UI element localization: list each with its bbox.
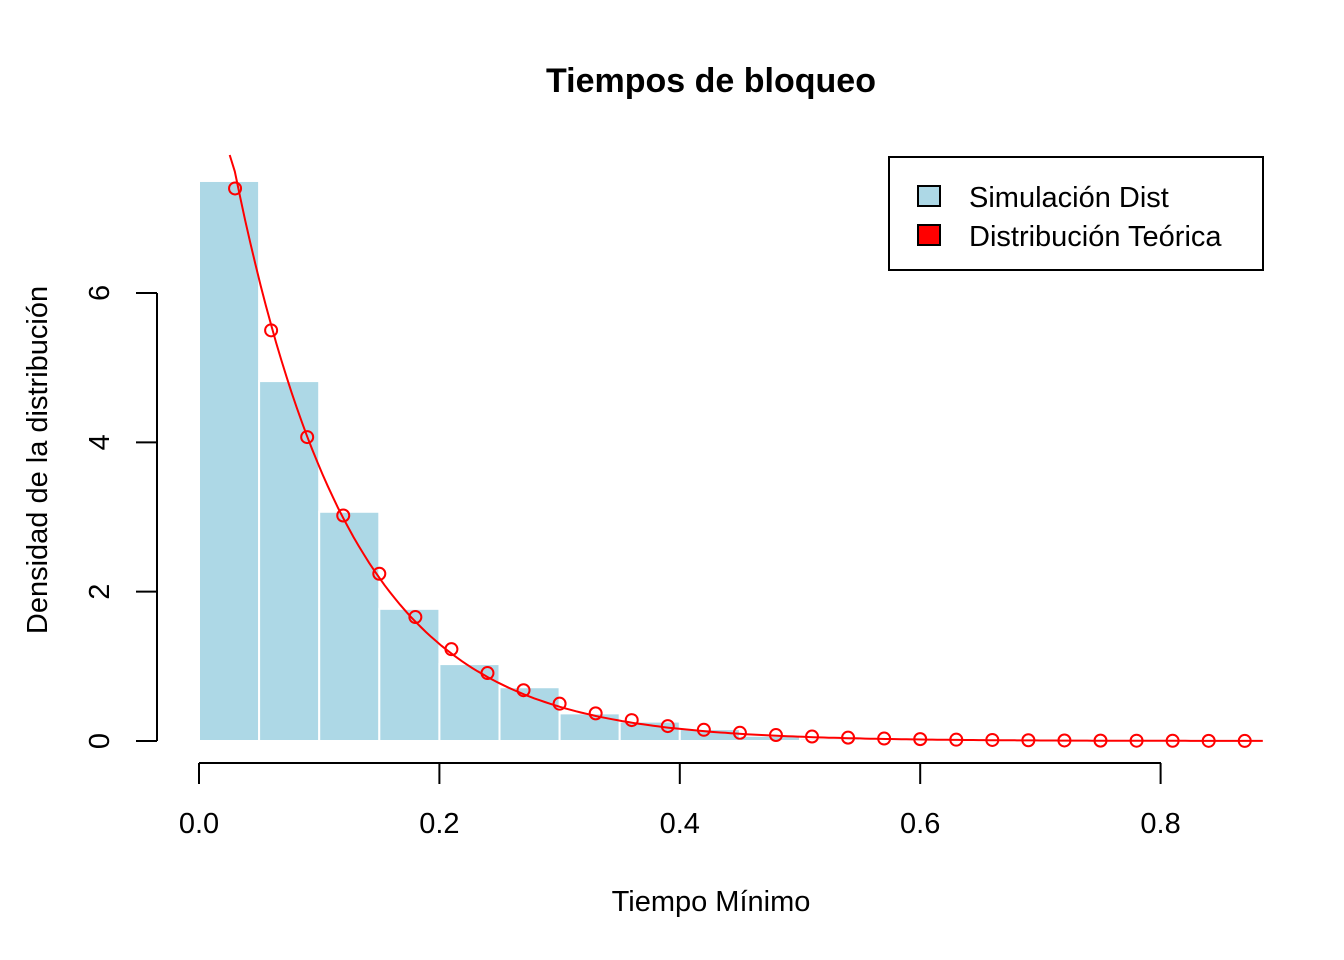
legend-label-theoretical: Distribución Teórica	[969, 221, 1222, 253]
y-tick-label: 0	[84, 733, 116, 749]
theoretical-point	[1165, 733, 1180, 748]
legend-swatch-theoretical	[917, 224, 941, 246]
theoretical-point	[516, 683, 531, 698]
theoretical-point	[1057, 733, 1072, 748]
histogram-bar	[799, 737, 862, 742]
y-axis: 0 2 4 6	[84, 285, 158, 749]
theoretical-point	[1201, 733, 1216, 748]
theoretical-point	[949, 732, 964, 747]
x-tick-label: 0.0	[179, 808, 219, 840]
theoretical-point	[372, 566, 387, 581]
theoretical-point	[877, 731, 892, 746]
theoretical-point	[228, 181, 243, 196]
x-axis-title: Tiempo Mínimo	[612, 886, 811, 918]
theoretical-point	[1237, 733, 1252, 748]
theoretical-point	[552, 696, 567, 711]
legend-box	[888, 156, 1264, 271]
histogram-bars	[198, 179, 862, 743]
theoretical-point	[624, 713, 639, 728]
x-tick-label: 0.2	[419, 808, 459, 840]
theoretical-point	[660, 719, 675, 734]
chart-title: Tiempos de bloqueo	[546, 62, 876, 100]
theoretical-point	[805, 729, 820, 744]
x-tick-label: 0.8	[1140, 808, 1180, 840]
y-tick-label: 6	[84, 285, 116, 301]
theoretical-point	[913, 732, 928, 747]
histogram-bar	[198, 179, 261, 743]
x-tick-label: 0.6	[900, 808, 940, 840]
theoretical-point	[588, 706, 603, 721]
theoretical-point	[1129, 733, 1144, 748]
theoretical-point	[264, 323, 279, 338]
y-tick-label: 2	[84, 584, 116, 600]
theoretical-point	[480, 666, 495, 681]
y-axis-title: Densidad de la distribución	[22, 286, 54, 634]
theoretical-point	[696, 722, 711, 737]
theoretical-point	[1093, 733, 1108, 748]
histogram-bar	[558, 712, 621, 742]
theoretical-point	[732, 725, 747, 740]
legend-label-simulation: Simulación Dist	[969, 182, 1169, 214]
theoretical-point	[768, 728, 783, 743]
theoretical-points	[228, 181, 1252, 748]
histogram-bar	[498, 686, 561, 743]
legend: Simulación Dist Distribución Teórica	[888, 156, 1264, 271]
theoretical-point	[408, 610, 423, 625]
theoretical-point	[985, 732, 1000, 747]
y-tick-label: 4	[84, 434, 116, 450]
x-axis: 0.0 0.2 0.4 0.6 0.8	[179, 762, 1181, 840]
histogram-bar	[318, 510, 381, 742]
x-tick-label: 0.4	[660, 808, 700, 840]
histogram-bar	[438, 663, 501, 743]
histogram-bar	[378, 607, 441, 742]
theoretical-point	[444, 642, 459, 657]
legend-swatch-simulation	[917, 185, 941, 207]
theoretical-point	[336, 508, 351, 523]
histogram-bar	[258, 380, 321, 742]
theoretical-point	[1021, 733, 1036, 748]
theoretical-point	[841, 730, 856, 745]
theoretical-point	[300, 430, 315, 445]
